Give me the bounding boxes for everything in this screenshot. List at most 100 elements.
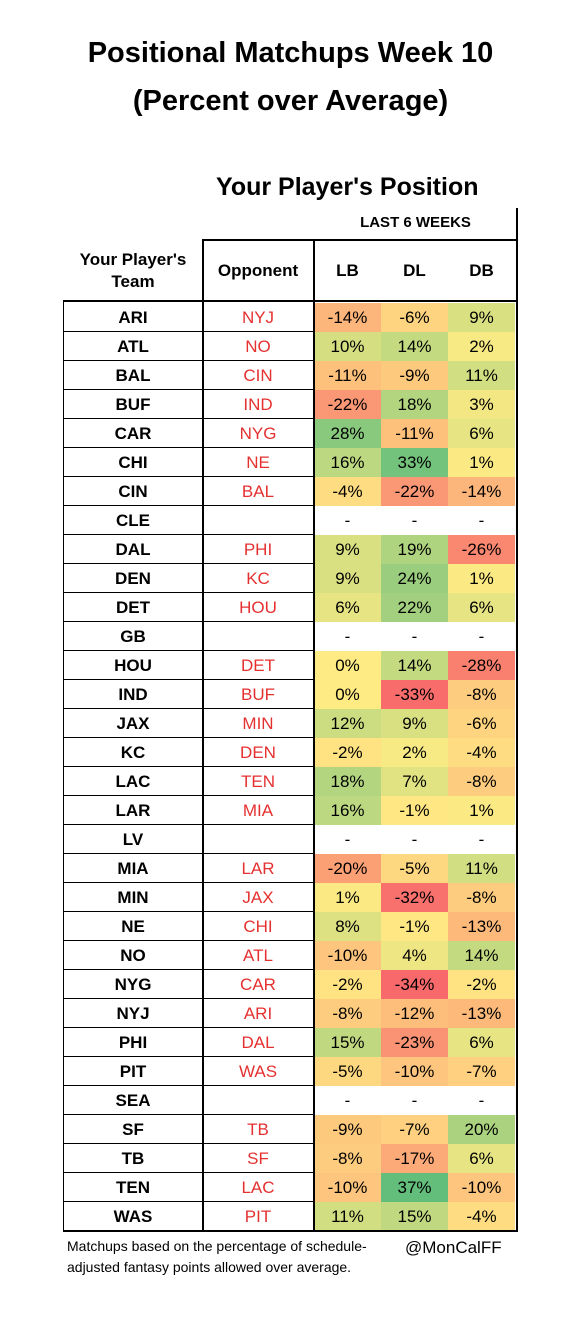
team-cell: CIN — [118, 482, 148, 501]
table-row: ARI NYJ -14% -6% 9% — [63, 303, 517, 332]
db-value-cell: 6% — [448, 593, 515, 622]
grid-hline-header-bottom — [63, 300, 518, 302]
dl-value-cell: 19% — [381, 535, 448, 564]
lb-value-cell: 8% — [314, 912, 381, 941]
team-cell: BAL — [115, 366, 151, 385]
opponent-cell: ATL — [243, 946, 273, 965]
dl-value-cell: -5% — [381, 854, 448, 883]
opponent-cell: MIN — [242, 714, 274, 733]
table-row: KC DEN -2% 2% -4% — [63, 738, 517, 767]
table-row: ATL NO 10% 14% 2% — [63, 332, 517, 361]
lb-value-cell: -20% — [314, 854, 381, 883]
db-value-cell: 1% — [448, 796, 515, 825]
lb-value-cell: 10% — [314, 332, 381, 361]
opponent-cell: TEN — [241, 772, 275, 791]
table-row: NYJ ARI -8% -12% -13% — [63, 999, 517, 1028]
opponent-cell: MIA — [242, 801, 274, 820]
opponent-cell: NYJ — [241, 308, 275, 327]
chart-title: Positional Matchups Week 10 — [87, 37, 494, 69]
chart-title-line2: (Percent over Average) — [132, 85, 449, 117]
db-value-cell: -28% — [448, 651, 515, 680]
lb-value-cell: - — [314, 506, 381, 535]
table-row: BUF IND -22% 18% 3% — [63, 390, 517, 419]
lb-value-cell: 16% — [314, 448, 381, 477]
opponent-cell: CHI — [243, 917, 273, 936]
opponent-cell: SF — [247, 1149, 269, 1168]
table-row: CIN BAL -4% -22% -14% — [63, 477, 517, 506]
db-value-cell: -10% — [448, 1173, 515, 1202]
lb-value-cell: 11% — [314, 1202, 381, 1231]
table-row: MIN JAX 1% -32% -8% — [63, 883, 517, 912]
dl-value-cell: -17% — [381, 1144, 448, 1173]
db-value-cell: 6% — [448, 1144, 515, 1173]
db-value-cell: -7% — [448, 1057, 515, 1086]
table-row: CLE - - - — [63, 506, 517, 535]
grid-hline-row — [63, 592, 314, 593]
grid-hline-row — [63, 447, 314, 448]
grid-hline-row — [63, 824, 314, 825]
db-value-cell: -8% — [448, 680, 515, 709]
grid-hline-row — [63, 534, 314, 535]
table-row: HOU DET 0% 14% -28% — [63, 651, 517, 680]
db-value-cell: 3% — [448, 390, 515, 419]
lb-value-cell: 6% — [314, 593, 381, 622]
lb-value-cell: -2% — [314, 970, 381, 999]
opponent-cell: CAR — [240, 975, 276, 994]
grid-vline-right — [516, 208, 518, 1231]
dl-value-cell: 33% — [381, 448, 448, 477]
span-label: LAST 6 WEEKS — [360, 214, 471, 231]
lb-value-cell: -10% — [314, 941, 381, 970]
table-row: SF TB -9% -7% 20% — [63, 1115, 517, 1144]
opponent-cell: CIN — [243, 366, 273, 385]
team-cell: MIN — [117, 888, 149, 907]
dl-value-cell: -1% — [381, 796, 448, 825]
dl-value-cell: -23% — [381, 1028, 448, 1057]
opponent-cell: WAS — [238, 1062, 278, 1081]
db-value-cell: 1% — [448, 564, 515, 593]
opponent-cell: NE — [246, 453, 270, 472]
grid-hline-row — [63, 998, 314, 999]
team-cell: ATL — [117, 337, 149, 356]
dl-value-cell: 15% — [381, 1202, 448, 1231]
team-cell: PHI — [118, 1033, 148, 1052]
table-row: LAC TEN 18% 7% -8% — [63, 767, 517, 796]
table-row: DAL PHI 9% 19% -26% — [63, 535, 517, 564]
team-cell: PIT — [119, 1062, 147, 1081]
table-row: DET HOU 6% 22% 6% — [63, 593, 517, 622]
dl-value-cell: -1% — [381, 912, 448, 941]
opponent-cell: HOU — [239, 598, 277, 617]
grid-hline-header-top — [202, 239, 518, 241]
grid-hline-row — [63, 882, 314, 883]
db-value-cell: 6% — [448, 419, 515, 448]
db-value-cell: -2% — [448, 970, 515, 999]
lb-value-cell: - — [314, 1086, 381, 1115]
team-cell: DET — [116, 598, 150, 617]
team-cell: DAL — [115, 540, 151, 559]
db-value-cell: - — [448, 622, 515, 651]
team-cell: NYJ — [116, 1004, 150, 1023]
grid-hline-row — [63, 1056, 314, 1057]
grid-hline-row — [63, 418, 314, 419]
opponent-cell: LAC — [241, 1178, 275, 1197]
team-cell: CLE — [116, 511, 150, 530]
opponent-cell: PHI — [243, 540, 273, 559]
db-value-cell: - — [448, 506, 515, 535]
team-cell: LV — [122, 830, 144, 849]
team-cell: IND — [118, 685, 148, 704]
dl-value-cell: -34% — [381, 970, 448, 999]
dl-value-cell: -10% — [381, 1057, 448, 1086]
lb-value-cell: 18% — [314, 767, 381, 796]
table-row: PIT WAS -5% -10% -7% — [63, 1057, 517, 1086]
opponent-cell: BAL — [241, 482, 275, 501]
table-row: WAS PIT 11% 15% -4% — [63, 1202, 517, 1231]
grid-hline-row — [63, 389, 314, 390]
opponent-cell — [203, 506, 313, 535]
grid-hline-row — [63, 1201, 314, 1202]
lb-value-cell: 28% — [314, 419, 381, 448]
db-value-cell: 11% — [448, 361, 515, 390]
dl-value-cell: 2% — [381, 738, 448, 767]
dl-value-cell: 22% — [381, 593, 448, 622]
grid-hline-row — [63, 708, 314, 709]
db-value-cell: -4% — [448, 738, 515, 767]
dl-value-cell: - — [381, 825, 448, 854]
